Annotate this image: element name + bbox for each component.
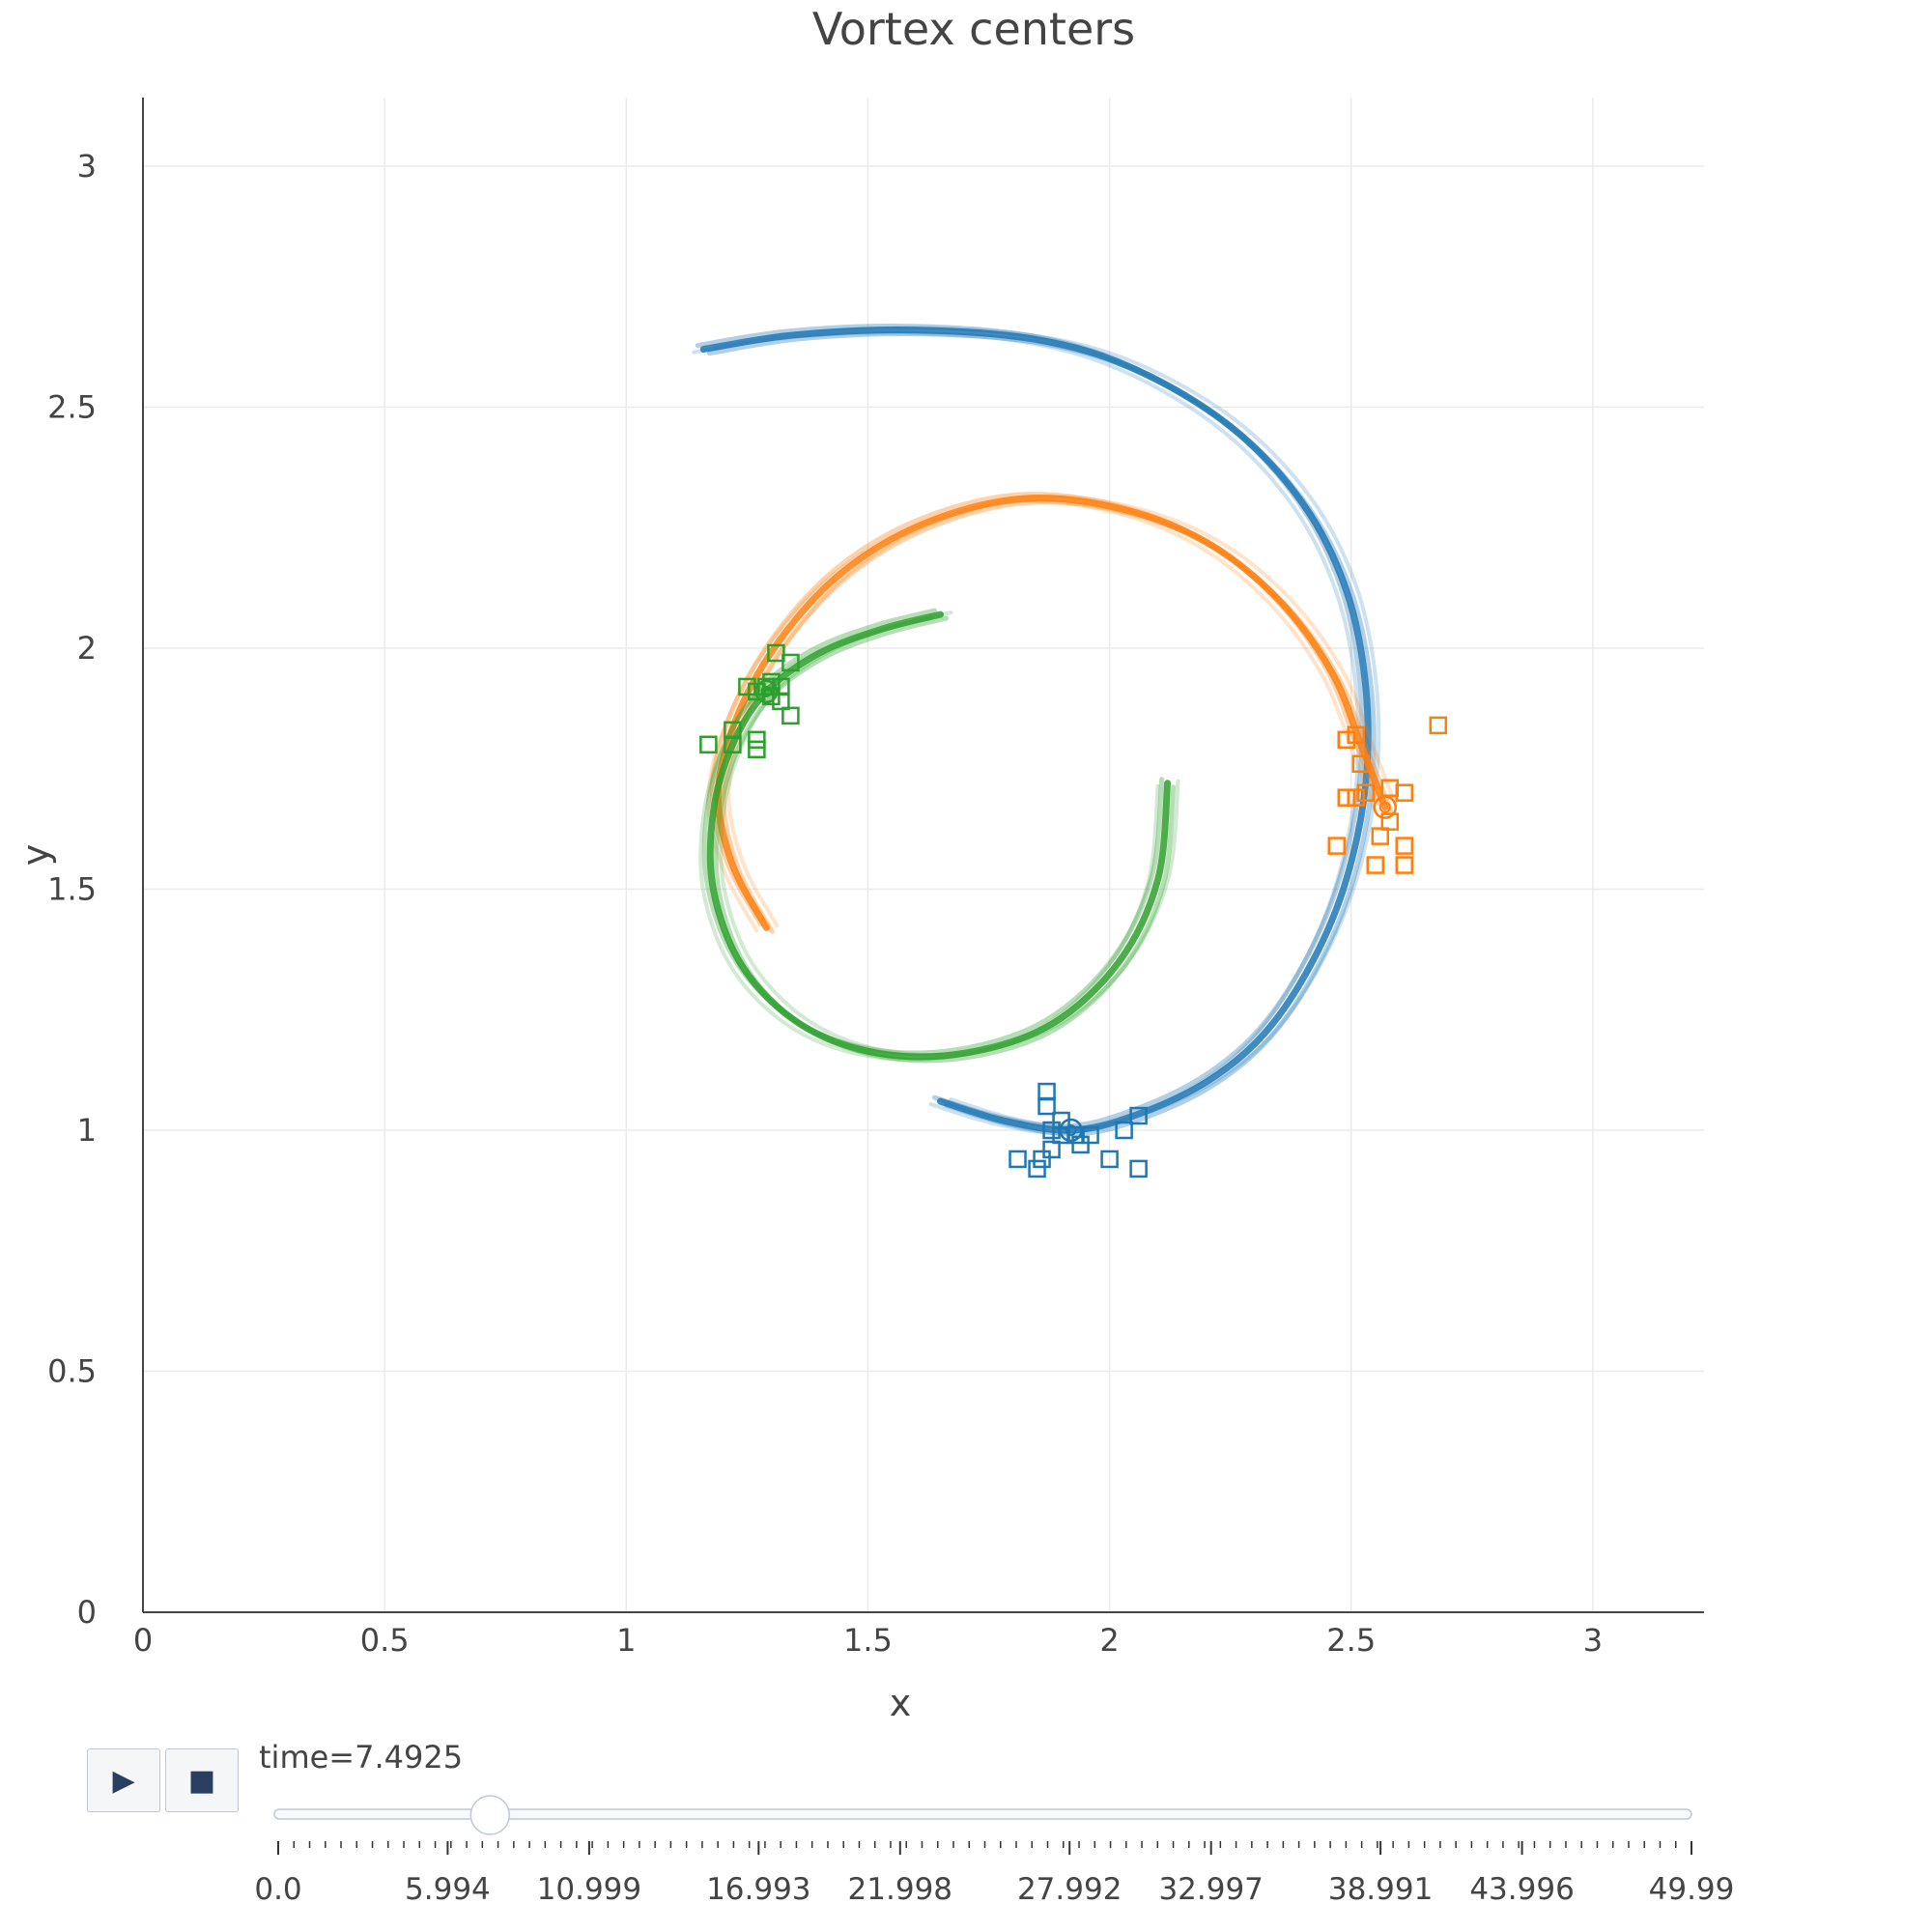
trajectory-line-series-0 [699,327,1372,1134]
vortex-marker-square [1337,788,1355,807]
vortex-marker-square [781,706,800,725]
vortex-center-current [1373,795,1398,819]
vortex-marker-square [1129,1159,1148,1179]
slider-tick-label: 16.993 [706,1872,810,1907]
vortex-marker-square [1115,1121,1133,1140]
vortex-marker-square [1356,783,1376,802]
vortex-marker-square [1327,837,1346,855]
vortex-marker-square [1028,1159,1046,1179]
vortex-marker-square [1395,783,1414,802]
y-tick-label: 1.5 [47,871,97,908]
vortex-center-dot [1378,801,1391,813]
time-slider[interactable]: 0.0 5.994 10.999 16.993 21.998 27.992 32.997 38… [254,1795,1734,1907]
vortex-center-dot [1065,1124,1077,1136]
vortex-marker-square [1037,1096,1056,1116]
vortex-marker-square [1395,837,1414,855]
slider-tick-label: 43.996 [1469,1872,1574,1907]
trajectory-line-series-1 [714,495,1389,931]
vortex-marker-square [1033,1150,1051,1169]
slider-tick-label: 0.0 [254,1872,301,1907]
vortex-center-dot [760,685,773,697]
slider-tick-label: 32.997 [1158,1872,1263,1907]
vortex-marker-square [1100,1150,1119,1169]
vortex-marker-square [699,735,718,754]
vortex-marker-square [748,740,766,759]
slider-tick-label: 10.999 [537,1872,641,1907]
vortex-marker-square [1042,1140,1061,1159]
slider-tick-label: 5.994 [405,1872,491,1907]
y-axis-label: y [14,844,57,867]
x-axis-label: x [890,1682,912,1724]
vortex-marker-square [724,735,742,754]
x-tick-label: 0 [133,1622,153,1659]
trajectory-line-series-0 [695,324,1365,1129]
vortex-marker-square [767,643,785,663]
vortex-marker-square [1337,730,1355,750]
x-tick-label: 1 [616,1622,636,1659]
vortex-marker-square [748,730,766,750]
play-button[interactable]: ▶ [87,1748,160,1812]
vortex-markers [699,643,1448,1179]
vortex-marker-square [1081,1125,1099,1145]
x-tick-label: 0.5 [360,1622,410,1659]
x-tick-label: 3 [1583,1622,1603,1659]
slider-tick-label: 38.991 [1328,1872,1433,1907]
slider-tick-label: 21.998 [848,1872,952,1907]
trajectory-line-series-1 [721,499,1394,934]
x-tick-label: 2 [1099,1622,1119,1659]
vortex-marker-square [781,653,800,672]
slider-handle[interactable] [469,1795,511,1835]
y-tick-label: 0.5 [47,1353,97,1390]
vortex-marker-square [1366,856,1385,874]
vortex-marker-square [1129,1106,1148,1125]
trajectory-line-series-0 [712,326,1381,1131]
trajectory-trails [692,324,1398,1137]
tick-labels: 0 0.5 1 1.5 2 2.5 3 0 0.5 1 1.5 2 2.5 3 [47,148,1603,1659]
trajectory-line-series-0 [706,331,1377,1137]
y-tick-label: 2 [77,630,97,667]
y-tick-label: 1 [77,1112,97,1149]
x-tick-label: 1.5 [843,1622,893,1659]
vortex-marker-square [1395,856,1414,874]
trajectory-line-series-2 [713,615,1177,1064]
slider-ticks: 0.0 5.994 10.999 16.993 21.998 27.992 32.997 38… [254,1841,1734,1907]
vortex-center-current [1059,1118,1083,1143]
y-tick-label: 0 [77,1594,97,1631]
slider-tick-label: 27.992 [1017,1872,1122,1907]
vortex-marker-square [1380,812,1400,831]
slider-current-value-label: time=7.4925 [259,1739,464,1776]
trajectory-line-series-1 [706,498,1378,933]
trajectory-line-series-1 [726,494,1398,928]
trajectory-line-series-2 [706,611,1172,1061]
vortex-marker-square [1037,1082,1056,1101]
y-tick-label: 2.5 [47,389,97,426]
stop-button[interactable]: ■ [165,1748,239,1812]
vortex-marker-square [1009,1150,1027,1169]
trajectory-line-series-0 [692,330,1361,1136]
vortex-marker-square [1351,754,1371,774]
axes [142,98,1704,1613]
chart-title: Vortex centers [812,3,1135,55]
y-tick-label: 3 [77,148,97,185]
slider-tick-label: 49.99 [1649,1872,1735,1907]
vortex-marker-square [1371,827,1390,845]
trajectory-line-series-1 [709,492,1382,926]
slider-rail[interactable] [273,1808,1692,1820]
vortex-marker-square [738,677,756,696]
vortex-center-current [754,679,779,704]
vortex-marker-square [1347,788,1366,807]
vortex-marker-square [1429,716,1448,735]
x-tick-label: 2.5 [1326,1622,1376,1659]
vortex-marker-square [1347,725,1366,745]
